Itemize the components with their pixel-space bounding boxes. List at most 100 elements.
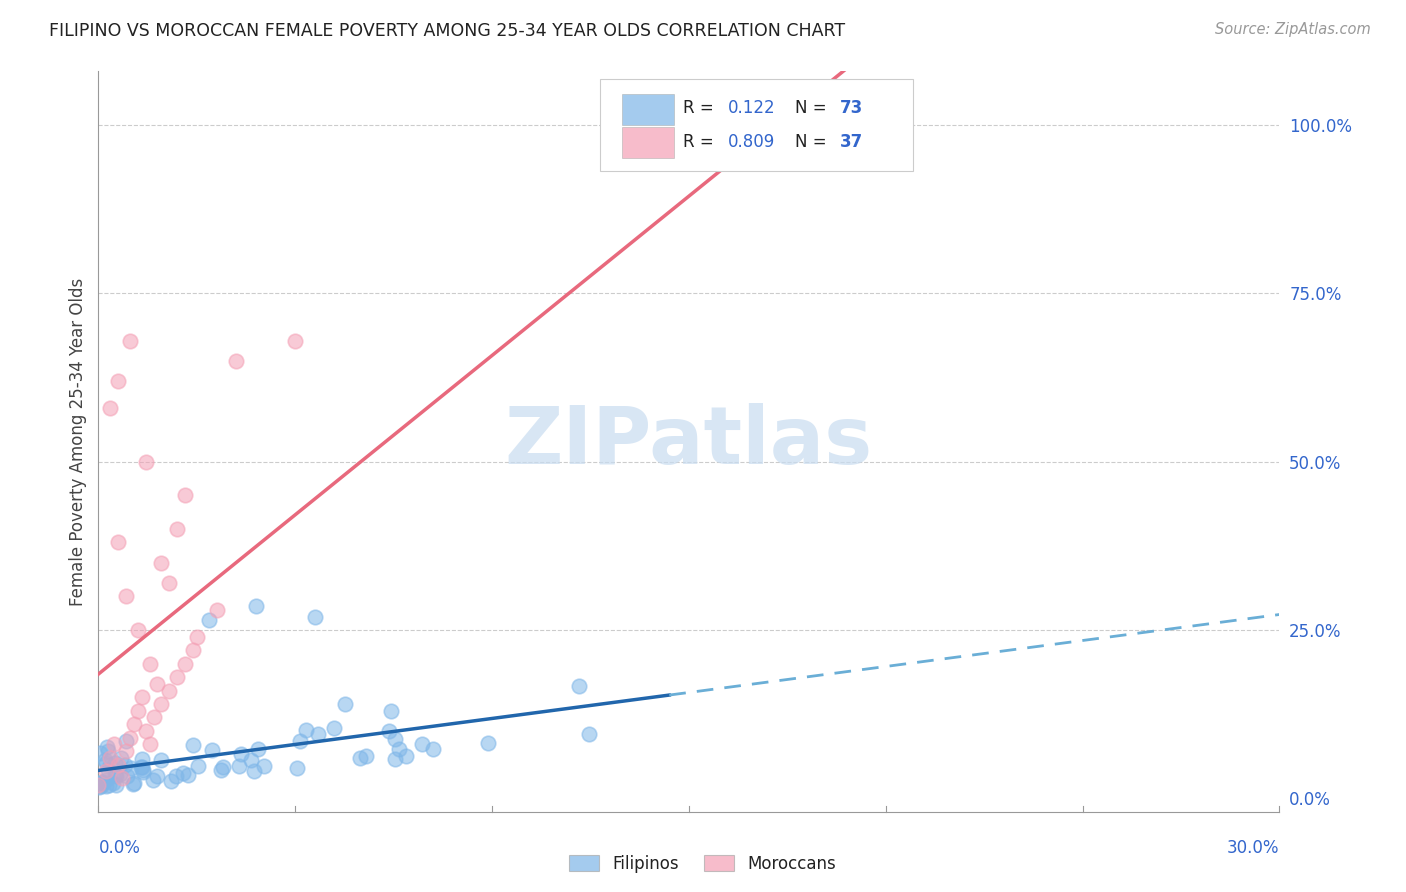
Point <box>138 738 160 752</box>
Point <box>239 753 262 767</box>
Point <box>132 763 155 777</box>
Text: 0.0%: 0.0% <box>98 838 141 856</box>
Point <box>115 769 138 783</box>
Point <box>142 710 165 724</box>
Point <box>160 773 183 788</box>
Point <box>422 741 444 756</box>
Point <box>90 774 112 789</box>
Point <box>98 401 121 415</box>
Text: 37: 37 <box>841 133 863 152</box>
FancyBboxPatch shape <box>621 127 673 158</box>
Point <box>111 771 134 785</box>
Point <box>197 613 219 627</box>
Point <box>284 334 307 348</box>
Text: 0.809: 0.809 <box>728 133 775 152</box>
Point <box>131 760 153 774</box>
Point <box>225 353 247 368</box>
Point <box>122 717 145 731</box>
Point <box>107 374 129 388</box>
Point <box>174 488 197 502</box>
Point <box>98 758 121 772</box>
Text: 0.122: 0.122 <box>728 99 776 117</box>
Point <box>107 535 129 549</box>
Point <box>115 590 138 604</box>
Point <box>107 757 129 772</box>
Point <box>201 742 224 756</box>
Point <box>228 758 250 772</box>
Text: 30.0%: 30.0% <box>1227 838 1279 856</box>
Point <box>131 752 153 766</box>
Point <box>145 769 167 783</box>
Point <box>212 760 235 774</box>
Point <box>96 779 118 793</box>
Point <box>388 742 411 756</box>
Point <box>138 657 160 671</box>
Point <box>243 764 266 778</box>
Point <box>174 657 197 671</box>
Point <box>89 747 111 761</box>
Point <box>380 704 402 718</box>
Point <box>118 334 141 348</box>
Y-axis label: Female Poverty Among 25-34 Year Olds: Female Poverty Among 25-34 Year Olds <box>69 277 87 606</box>
Point <box>131 764 153 779</box>
Point <box>245 599 267 614</box>
Point <box>93 753 115 767</box>
Point <box>135 455 157 469</box>
Point <box>146 677 169 691</box>
Point <box>229 747 252 761</box>
Point <box>108 766 131 780</box>
Point <box>121 777 143 791</box>
Point <box>411 737 433 751</box>
Point <box>307 726 329 740</box>
Point <box>104 756 127 770</box>
Point <box>115 744 138 758</box>
Text: R =: R = <box>683 133 718 152</box>
Point <box>149 753 172 767</box>
Point <box>354 749 377 764</box>
Point <box>578 727 600 741</box>
Point <box>118 731 141 745</box>
Point <box>98 751 121 765</box>
Point <box>205 603 228 617</box>
Point <box>384 752 406 766</box>
Point <box>209 763 232 777</box>
Point <box>114 757 136 772</box>
Point <box>96 764 118 779</box>
Point <box>166 670 188 684</box>
Text: R =: R = <box>683 99 718 117</box>
Point <box>295 723 318 737</box>
Point <box>568 679 591 693</box>
Point <box>142 772 165 787</box>
Point <box>127 704 149 718</box>
Point <box>395 749 418 764</box>
Point <box>97 763 120 777</box>
Point <box>127 623 149 637</box>
Point <box>187 759 209 773</box>
Text: N =: N = <box>796 99 832 117</box>
Point <box>122 775 145 789</box>
Point <box>135 723 157 738</box>
FancyBboxPatch shape <box>621 94 673 125</box>
Point <box>104 768 127 782</box>
Point <box>183 739 205 753</box>
Point <box>101 776 124 790</box>
Point <box>157 575 180 590</box>
FancyBboxPatch shape <box>600 78 914 171</box>
Text: 73: 73 <box>841 99 863 117</box>
Point <box>253 758 276 772</box>
Point <box>384 731 406 746</box>
Point <box>285 761 308 775</box>
Text: N =: N = <box>796 133 832 152</box>
Point <box>157 683 180 698</box>
Text: FILIPINO VS MOROCCAN FEMALE POVERTY AMONG 25-34 YEAR OLDS CORRELATION CHART: FILIPINO VS MOROCCAN FEMALE POVERTY AMON… <box>49 22 845 40</box>
Point <box>131 690 153 705</box>
Text: Source: ZipAtlas.com: Source: ZipAtlas.com <box>1215 22 1371 37</box>
Point <box>114 734 136 748</box>
Point <box>97 778 120 792</box>
Point <box>349 751 371 765</box>
Point <box>335 697 357 711</box>
Point <box>150 697 173 711</box>
Point <box>90 779 112 793</box>
Point <box>181 643 204 657</box>
Point <box>246 742 269 756</box>
